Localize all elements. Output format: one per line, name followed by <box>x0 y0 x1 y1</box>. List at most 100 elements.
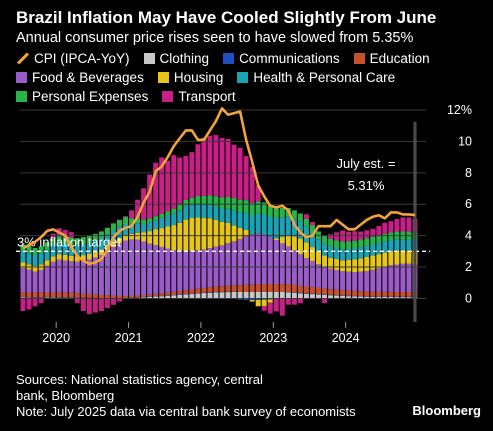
legend-label: Transport <box>178 89 236 104</box>
bar-segment <box>171 213 177 226</box>
bar-segment <box>382 296 388 298</box>
bar-segment <box>273 240 279 284</box>
bar-segment <box>231 225 237 242</box>
bar-segment <box>249 284 255 292</box>
x-tick-label: 2023 <box>259 331 287 345</box>
bar-segment <box>201 137 207 197</box>
bar-segment <box>322 243 327 256</box>
bar-segment <box>303 242 309 259</box>
y-tick-label: 2 <box>465 260 472 274</box>
x-tick-label: 2021 <box>115 331 143 345</box>
bar-segment <box>165 248 171 293</box>
bar-segment <box>267 299 273 303</box>
bar-segment <box>358 239 364 248</box>
bar-segment <box>153 293 159 297</box>
bar-segment <box>370 296 376 299</box>
bar-segment <box>135 223 141 233</box>
bar-segment <box>135 199 141 219</box>
bar-segment <box>261 291 267 299</box>
legend-label: Education <box>369 51 430 66</box>
bar-segment <box>68 237 74 245</box>
bar-segment <box>213 135 219 197</box>
y-tick-label: 4 <box>465 229 472 243</box>
bar-segment <box>394 297 400 299</box>
bar-segment <box>129 210 135 219</box>
bar-segment <box>316 251 321 265</box>
bar-segment <box>129 239 135 296</box>
bar-segment <box>189 293 195 295</box>
bar-segment <box>346 271 352 291</box>
bar-segment <box>80 237 86 245</box>
bar-segment <box>346 241 352 249</box>
bar-segment <box>20 297 26 298</box>
bar-segment <box>183 290 189 295</box>
bar-segment <box>20 262 26 268</box>
legend-label: Health & Personal Care <box>253 70 396 85</box>
bar-segment <box>382 291 388 297</box>
bar-segment <box>334 240 340 249</box>
bar-segment <box>249 291 255 299</box>
bar-segment <box>177 204 183 211</box>
bar-segment <box>303 293 309 294</box>
bar-segment <box>62 229 68 237</box>
bar-segment <box>153 229 159 246</box>
bar-segment <box>243 229 249 237</box>
bar-segment <box>111 246 116 296</box>
bar-segment <box>388 240 394 252</box>
bar-segment <box>370 269 376 292</box>
bar-segment <box>243 291 249 299</box>
bar-segment <box>231 144 237 199</box>
bar-segment <box>400 217 406 232</box>
bar-segment <box>189 251 195 290</box>
bar-segment <box>201 292 207 299</box>
bar-segment <box>183 294 189 295</box>
bar-segment <box>129 218 135 224</box>
bar-segment <box>237 227 243 239</box>
bar-segment <box>340 241 346 250</box>
bar-segment <box>370 236 376 245</box>
bar-segment <box>285 235 291 247</box>
footer: Sources: National statistics agency, cen… <box>16 372 356 420</box>
bar-segment <box>195 144 201 197</box>
bar-segment <box>388 296 394 299</box>
bar-segment <box>394 292 400 297</box>
bar-segment <box>38 269 44 293</box>
bloomberg-logo: Bloomberg <box>412 403 481 418</box>
bar-segment <box>20 292 26 298</box>
bar-segment <box>177 157 183 205</box>
sources-line-2: bank, Bloomberg <box>16 388 115 403</box>
bar-segment <box>394 218 400 232</box>
bar-segment <box>171 250 177 292</box>
bar-segment <box>297 298 303 304</box>
bar-segment <box>104 295 110 299</box>
bar-segment <box>297 213 303 222</box>
bar-segment <box>297 254 303 286</box>
bar-segment <box>177 294 183 299</box>
legend-item: Personal Expenses <box>16 88 148 105</box>
bar-segment <box>98 254 104 295</box>
bar-segment <box>346 296 352 299</box>
bar-segment <box>394 239 400 251</box>
bar-segment <box>406 217 412 232</box>
bar-segment <box>273 238 279 241</box>
bar-segment <box>340 290 346 296</box>
bar-segment <box>207 287 213 293</box>
bar-segment <box>328 289 334 295</box>
bar-segment <box>159 296 165 299</box>
bar-segment <box>104 227 110 235</box>
bar-segment <box>165 292 171 296</box>
bar-segment <box>111 295 116 299</box>
bar-segment <box>279 292 285 299</box>
bar-segment <box>382 266 388 292</box>
bar-segment <box>273 291 279 299</box>
bar-segment <box>237 212 243 228</box>
bar-segment <box>135 232 141 240</box>
bar-segment <box>237 298 243 300</box>
bar-segment <box>255 298 261 301</box>
bar-segment <box>123 216 128 225</box>
bar-segment <box>400 296 406 298</box>
bar-segment <box>406 263 412 293</box>
bar-segment <box>56 236 62 244</box>
legend-color-swatch <box>353 53 365 64</box>
bar-segment <box>225 292 231 299</box>
